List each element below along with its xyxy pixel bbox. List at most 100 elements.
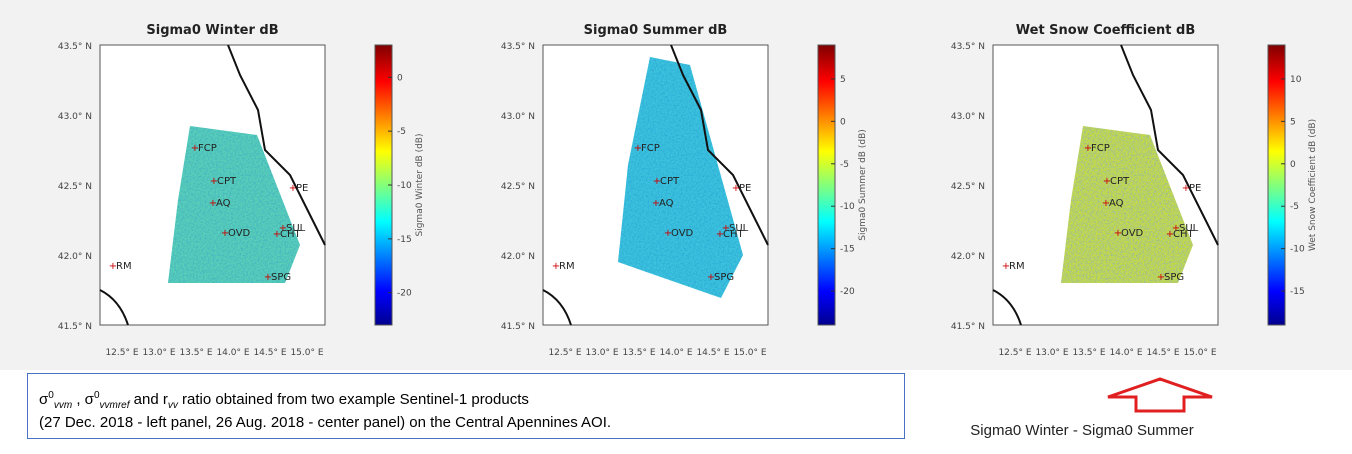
lon-label: 12.5° E bbox=[998, 348, 1031, 358]
colorbar-tick-label: -10 bbox=[397, 181, 412, 191]
colorbar-tick-label: 0 bbox=[1290, 160, 1296, 170]
caption-part: and r bbox=[129, 391, 168, 408]
colorbar-label: Sigma0 Summer dB (dB) bbox=[858, 129, 868, 241]
station-marker: + bbox=[1172, 223, 1180, 234]
station-marker: + bbox=[1182, 183, 1190, 194]
station-marker: + bbox=[1114, 228, 1122, 239]
map: +FCP+CPT+AQ+OVD+PE+SUL+CHT+SPG+RM bbox=[99, 44, 326, 326]
station-label: OVD bbox=[1121, 228, 1144, 239]
lat-label: 41.5° N bbox=[501, 322, 535, 332]
station-label: SPG bbox=[1164, 272, 1184, 283]
colorbar-tick-label: 0 bbox=[397, 73, 403, 83]
station-marker: + bbox=[191, 143, 199, 154]
station-marker: + bbox=[264, 272, 272, 283]
colorbar-tick-label: 0 bbox=[840, 117, 846, 127]
panel-title: Sigma0 Winter dB bbox=[146, 23, 278, 38]
lat-label: 43.5° N bbox=[58, 42, 92, 52]
colorbar-tick-label: -10 bbox=[840, 202, 855, 212]
station-marker: + bbox=[634, 143, 642, 154]
caption-line: (27 Dec. 2018 - left panel, 26 Aug. 2018… bbox=[39, 414, 612, 431]
colorbar-tick-label: -20 bbox=[397, 289, 412, 299]
swath bbox=[168, 126, 300, 283]
station-label: OVD bbox=[228, 228, 251, 239]
station-label: RM bbox=[1009, 261, 1025, 272]
station-label: SUL bbox=[1179, 223, 1199, 234]
lat-label: 42.5° N bbox=[501, 182, 535, 192]
arrow-shape bbox=[1107, 377, 1213, 413]
lat-label: 43.5° N bbox=[951, 42, 985, 52]
colorbar bbox=[817, 44, 836, 326]
lon-label: 13.5° E bbox=[1072, 348, 1105, 358]
lon-label: 13.0° E bbox=[142, 348, 175, 358]
station-marker: + bbox=[1084, 143, 1092, 154]
station-label: SPG bbox=[271, 272, 291, 283]
station-marker: + bbox=[221, 228, 229, 239]
station-label: CPT bbox=[660, 176, 680, 187]
station-marker: + bbox=[289, 183, 297, 194]
station-label: RM bbox=[116, 261, 132, 272]
figure: Sigma0 Winter dB+FCP+CPT+AQ+OVD+PE+SUL+C… bbox=[0, 0, 1352, 370]
caption-part: ratio obtained from two example Sentinel… bbox=[177, 391, 529, 408]
station-marker: + bbox=[653, 176, 661, 187]
station-marker: + bbox=[1157, 272, 1165, 283]
lat-label: 43.0° N bbox=[58, 112, 92, 122]
station-label: CHT bbox=[723, 229, 745, 240]
lon-label: 14.0° E bbox=[1109, 348, 1142, 358]
colorbar-tick-label: 5 bbox=[1290, 117, 1296, 127]
station-marker: + bbox=[1103, 176, 1111, 187]
swath bbox=[618, 57, 743, 298]
lon-label: 14.0° E bbox=[216, 348, 249, 358]
station-marker: + bbox=[1002, 261, 1010, 272]
station-label: AQ bbox=[659, 198, 674, 209]
caption-part: vvmref bbox=[99, 400, 130, 411]
station-label: FCP bbox=[641, 143, 660, 154]
colorbar-label: Sigma0 Winter dB (dB) bbox=[415, 134, 425, 237]
station-label: FCP bbox=[198, 143, 217, 154]
station-label: RM bbox=[559, 261, 575, 272]
map: +FCP+CPT+AQ+OVD+PE+SUL+CHT+SPG+RM bbox=[992, 44, 1219, 326]
lon-label: 12.5° E bbox=[105, 348, 138, 358]
lon-label: 12.5° E bbox=[548, 348, 581, 358]
station-label: PE bbox=[296, 183, 308, 194]
station-marker: + bbox=[279, 223, 287, 234]
station-label: SPG bbox=[714, 272, 734, 283]
station-label: AQ bbox=[216, 198, 231, 209]
lon-label: 14.5° E bbox=[1146, 348, 1179, 358]
arrow-caption: Sigma0 Winter - Sigma0 Summer bbox=[970, 422, 1194, 439]
lat-label: 43.0° N bbox=[951, 112, 985, 122]
arrow bbox=[1107, 377, 1213, 413]
caption-part: vv bbox=[167, 400, 178, 411]
colorbar-tick-label: -20 bbox=[840, 287, 855, 297]
lat-label: 42.0° N bbox=[501, 252, 535, 262]
caption-part: σ bbox=[39, 391, 49, 408]
coastline bbox=[670, 44, 769, 246]
lon-label: 13.0° E bbox=[1035, 348, 1068, 358]
station-label: FCP bbox=[1091, 143, 1110, 154]
station-marker: + bbox=[552, 261, 560, 272]
lat-label: 42.0° N bbox=[951, 252, 985, 262]
coastline bbox=[542, 289, 572, 326]
lat-label: 41.5° N bbox=[58, 322, 92, 332]
colorbar-tick-label: -15 bbox=[840, 245, 855, 255]
caption-line: σ0vvm , σ0vvmref and rvv ratio obtained … bbox=[39, 387, 904, 414]
swath bbox=[1061, 126, 1193, 283]
lon-label: 13.5° E bbox=[179, 348, 212, 358]
colorbar-tick-label: -15 bbox=[1290, 287, 1305, 297]
station-marker: + bbox=[273, 229, 281, 240]
lat-label: 43.5° N bbox=[501, 42, 535, 52]
station-label: CPT bbox=[217, 176, 237, 187]
station-marker: + bbox=[664, 228, 672, 239]
station-label: SUL bbox=[286, 223, 306, 234]
coastline bbox=[227, 44, 326, 246]
station-label: AQ bbox=[1109, 198, 1124, 209]
lon-label: 13.0° E bbox=[585, 348, 618, 358]
lon-label: 13.5° E bbox=[622, 348, 655, 358]
lon-label: 14.5° E bbox=[696, 348, 729, 358]
colorbar-tick-label: -5 bbox=[1290, 202, 1299, 212]
panel: Wet Snow Coefficient dB +FCP+CPT+AQ+OVD+P… bbox=[951, 23, 1318, 358]
lon-label: 14.5° E bbox=[253, 348, 286, 358]
panel-title: Sigma0 Summer dB bbox=[584, 23, 728, 38]
station-marker: + bbox=[1102, 198, 1110, 209]
panel-title: Wet Snow Coefficient dB bbox=[1016, 23, 1196, 38]
lon-label: 15.0° E bbox=[1183, 348, 1216, 358]
